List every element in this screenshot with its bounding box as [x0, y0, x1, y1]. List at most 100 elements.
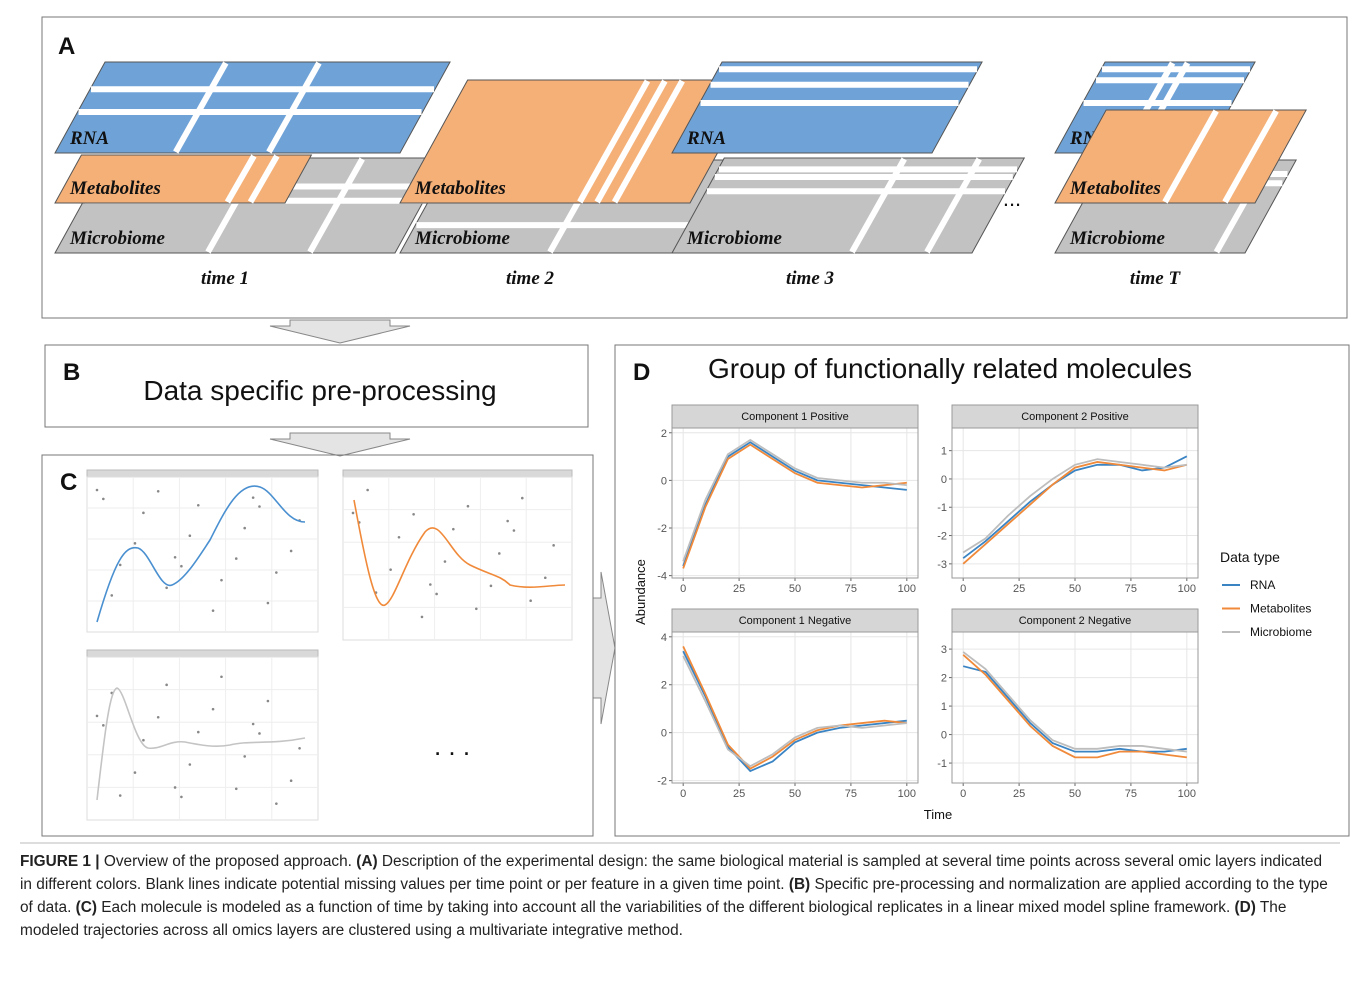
- x-tick-label: 50: [789, 788, 801, 800]
- x-tick-label: 75: [1125, 788, 1137, 800]
- caption-text: FIGURE 1 |: [20, 853, 100, 870]
- y-tick-label: 0: [941, 474, 947, 486]
- mini-point: [435, 593, 438, 596]
- mini-point: [174, 556, 177, 559]
- mini-point: [298, 747, 301, 750]
- mini-point: [165, 586, 168, 589]
- mini-point: [544, 576, 547, 579]
- mini-plots: [87, 470, 572, 820]
- arrow: [270, 433, 410, 456]
- mini-point: [452, 528, 455, 531]
- y-tick-label: 1: [941, 701, 947, 713]
- x-tick-label: 25: [733, 788, 745, 800]
- mini-point: [398, 536, 401, 539]
- ellipsis: ...: [1003, 186, 1021, 211]
- y-tick-label: -1: [937, 758, 947, 770]
- caption-text: (C): [76, 899, 97, 916]
- x-tick-label: 100: [1178, 583, 1196, 595]
- y-tick-label: -2: [657, 776, 667, 788]
- mini-point: [243, 755, 246, 758]
- facet-title: Component 1 Positive: [741, 411, 849, 423]
- y-tick-label: 2: [941, 673, 947, 685]
- layer-label: Metabolites: [69, 178, 161, 199]
- facet-title: Component 2 Negative: [1019, 615, 1132, 627]
- mini-point: [243, 527, 246, 530]
- x-tick-label: 100: [898, 788, 916, 800]
- mini-point: [235, 557, 238, 560]
- y-tick-label: -1: [937, 502, 947, 514]
- layer-label: Metabolites: [414, 178, 506, 199]
- mini-point: [258, 505, 261, 508]
- mini-point: [142, 512, 145, 515]
- time-label: time 3: [786, 268, 834, 289]
- legend-title: Data type: [1220, 549, 1280, 565]
- mini-point: [212, 708, 215, 711]
- x-tick-label: 0: [960, 788, 966, 800]
- y-tick-label: 1: [941, 446, 947, 458]
- mini-point: [197, 731, 200, 734]
- panel-c-label: C: [60, 469, 77, 496]
- y-tick-label: 3: [941, 644, 947, 656]
- x-tick-label: 50: [789, 583, 801, 595]
- panel-a-label: A: [58, 33, 75, 60]
- mini-point: [180, 565, 183, 568]
- mini-point: [267, 700, 270, 703]
- mini-point: [252, 723, 255, 726]
- omic-layers: Microbiome Metabolites RNA time 1 Microbiome…: [55, 62, 1306, 289]
- x-tick-label: 0: [680, 788, 686, 800]
- layer-label: Microbiome: [414, 228, 511, 249]
- x-tick-label: 75: [845, 583, 857, 595]
- x-axis-label: Time: [924, 807, 952, 822]
- mini-point: [258, 732, 261, 735]
- layer-label: Microbiome: [1069, 228, 1166, 249]
- layer-label: Metabolites: [1069, 178, 1161, 199]
- arrow: [270, 320, 410, 343]
- y-tick-label: -3: [937, 559, 947, 571]
- mini-point: [366, 489, 369, 492]
- facet-title: Component 2 Positive: [1021, 411, 1129, 423]
- panel-d-title: Group of functionally related molecules: [708, 353, 1192, 384]
- layer-label: Microbiome: [686, 228, 783, 249]
- mini-point: [352, 512, 355, 515]
- x-tick-label: 25: [1013, 788, 1025, 800]
- y-tick-label: 2: [661, 428, 667, 440]
- mini-point: [490, 585, 493, 588]
- mini-point: [275, 802, 278, 805]
- x-tick-label: 50: [1069, 583, 1081, 595]
- mini-point: [119, 794, 122, 797]
- page: A MicrobiomeMetabolitesRNAtime 1Microbio…: [0, 0, 1355, 999]
- time-label: time 1: [201, 268, 249, 289]
- mini-strip: [87, 650, 318, 657]
- x-tick-label: 75: [845, 788, 857, 800]
- mini-point: [275, 571, 278, 574]
- y-axis-label: Abundance: [633, 559, 648, 625]
- y-tick-label: 4: [661, 632, 667, 644]
- layer-label: RNA: [686, 128, 726, 149]
- caption-text: Each molecule is modeled as a function o…: [101, 899, 1230, 916]
- x-tick-label: 25: [733, 583, 745, 595]
- mini-point: [506, 520, 509, 523]
- mini-point: [220, 675, 223, 678]
- x-tick-label: 25: [1013, 583, 1025, 595]
- y-tick-label: 0: [661, 475, 667, 487]
- mini-point: [235, 788, 238, 791]
- mini-point: [252, 496, 255, 499]
- mini-panel: [343, 477, 572, 640]
- mini-point: [157, 716, 160, 719]
- legend-label: Metabolites: [1250, 602, 1311, 616]
- mini-point: [102, 498, 105, 501]
- x-tick-label: 100: [1178, 788, 1196, 800]
- y-tick-label: 0: [941, 730, 947, 742]
- facet-title: Component 1 Negative: [739, 615, 852, 627]
- mini-point: [142, 739, 145, 742]
- y-tick-label: -4: [657, 571, 667, 583]
- mini-point: [290, 550, 293, 553]
- panel-b-text: Data specific pre-processing: [143, 375, 496, 406]
- mini-point: [197, 504, 200, 507]
- mini-point: [102, 724, 105, 727]
- mini-point: [552, 544, 555, 547]
- legend-label: Microbiome: [1250, 625, 1312, 639]
- x-tick-label: 50: [1069, 788, 1081, 800]
- x-tick-label: 0: [960, 583, 966, 595]
